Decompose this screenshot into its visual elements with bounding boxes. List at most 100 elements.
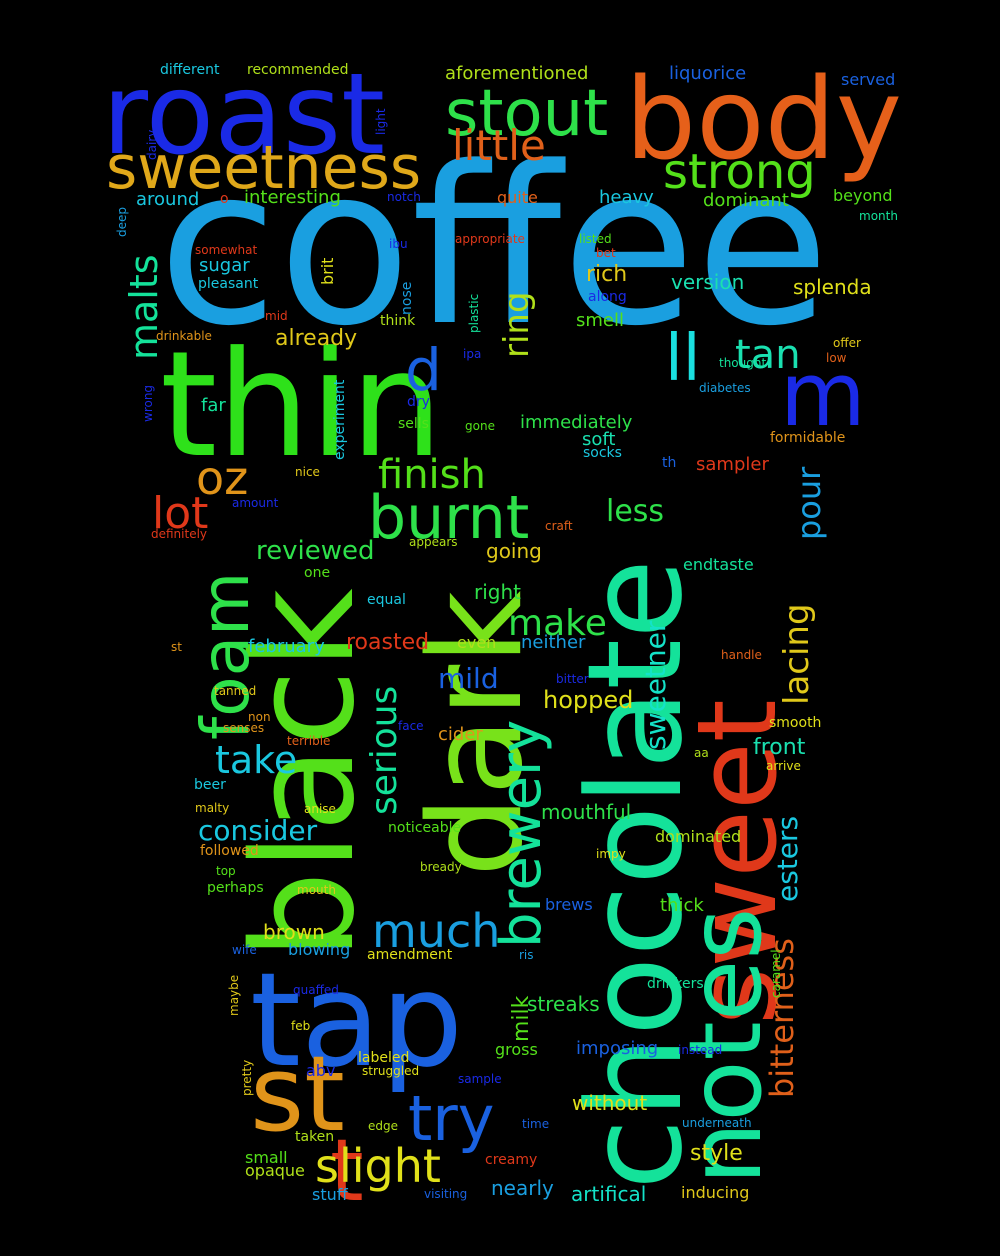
word-experiment: experiment: [332, 379, 348, 460]
word-edge: edge: [368, 1119, 398, 1133]
word-coffee: coffee: [158, 121, 830, 374]
word-style: style: [690, 1141, 743, 1166]
word-esters: esters: [771, 816, 804, 902]
word-visiting: visiting: [424, 1187, 467, 1201]
word-m: m: [780, 343, 866, 446]
word-one: one: [304, 565, 330, 581]
word-far: far: [201, 395, 226, 416]
word-noticeable: noticeable: [388, 820, 461, 836]
word-mouth: mouth: [297, 883, 336, 897]
word-gone: gone: [465, 419, 495, 433]
word-ris: ris: [519, 948, 534, 962]
word-stuff: stuff: [312, 1185, 349, 1204]
word-quaffed: quaffed: [293, 983, 339, 997]
word-make: make: [508, 603, 607, 644]
word-pleasant: pleasant: [198, 276, 259, 292]
word-quite: quite: [497, 188, 538, 207]
word-slight: slight: [315, 1139, 441, 1193]
word-immediately: immediately: [520, 412, 633, 433]
word-small: small: [245, 1148, 288, 1167]
word-cider: cider: [438, 724, 483, 745]
word-along: along: [588, 289, 627, 305]
word-strong: strong: [663, 144, 816, 200]
word-ring: ring: [497, 291, 537, 358]
word-drinkable: drinkable: [156, 329, 212, 343]
word-oz: oz: [196, 451, 248, 505]
word-smooth: smooth: [769, 715, 821, 731]
word-somewhat: somewhat: [195, 243, 257, 257]
word-bitterness: bitterness: [763, 938, 801, 1098]
word-much: much: [372, 904, 500, 958]
word-abv: abv: [306, 1061, 335, 1080]
word-ipa: ipa: [463, 347, 481, 361]
word-heavy: heavy: [599, 187, 654, 208]
word-bitter: bitter: [556, 672, 589, 686]
word-inducing: inducing: [681, 1183, 749, 1202]
word-month: month: [859, 209, 898, 223]
word-artifical: artifical: [571, 1182, 646, 1206]
word-struggled: struggled: [362, 1064, 419, 1078]
word-finish: finish: [378, 452, 486, 498]
word-labeled: labeled: [358, 1050, 409, 1066]
word-ll: ll: [665, 322, 701, 396]
word-hopped: hopped: [543, 686, 633, 714]
word-soft: soft: [582, 429, 615, 450]
word-maybe: maybe: [227, 975, 241, 1016]
word-smell: smell: [576, 310, 624, 331]
word-amendment: amendment: [367, 947, 453, 963]
word-neither: neither: [521, 632, 586, 653]
word-imposing: imposing: [576, 1038, 658, 1059]
word-stout: stout: [445, 77, 608, 151]
word-sells: sells: [398, 416, 429, 432]
word-february: february: [248, 636, 325, 657]
word-rich: rich: [586, 262, 627, 287]
word-drinkers: drinkers: [647, 976, 704, 992]
word-o: o: [220, 191, 229, 207]
word-gross: gross: [495, 1040, 538, 1059]
word-th: th: [662, 455, 676, 471]
word-amount: amount: [232, 496, 279, 510]
word-senses: senses: [223, 721, 264, 735]
word-taken: taken: [295, 1129, 334, 1145]
word-roast: roast: [102, 50, 385, 180]
word-lot: lot: [152, 488, 208, 539]
word-dry: dry: [407, 394, 430, 410]
word-anise: anise: [304, 802, 336, 816]
word-endtaste: endtaste: [683, 555, 754, 574]
word-little: little: [452, 121, 546, 170]
word-mouthful: mouthful: [541, 800, 631, 824]
word-malty: malty: [195, 801, 229, 815]
word-top: top: [216, 864, 236, 878]
word-craft: craft: [545, 519, 573, 533]
word-wrong: wrong: [141, 385, 155, 422]
word-bready: bready: [420, 860, 462, 874]
word-recommended: recommended: [247, 62, 348, 78]
word-notch: notch: [387, 190, 421, 204]
word-handle: handle: [721, 648, 762, 662]
word-formidable: formidable: [770, 430, 845, 446]
word-plastic: plastic: [467, 294, 481, 333]
word-beyond: beyond: [833, 186, 893, 205]
word-dark: dark: [402, 591, 551, 877]
word-malts: malts: [122, 254, 166, 360]
word-pour: pour: [790, 466, 828, 540]
word-mid: mid: [265, 309, 288, 323]
word-ibu: ibu: [389, 237, 408, 251]
word-take: take: [215, 738, 297, 782]
word-body: body: [625, 55, 902, 185]
word-sampler: sampler: [696, 454, 769, 475]
word-roasted: roasted: [346, 630, 429, 655]
word-wife: wife: [232, 943, 257, 957]
word-low: low: [826, 351, 847, 365]
word-nose: nose: [399, 282, 415, 315]
word-sweetness: sweetness: [106, 133, 421, 203]
word-equal: equal: [367, 592, 406, 608]
word-nice: nice: [295, 465, 320, 479]
word-black: black: [223, 588, 386, 960]
word-followed: followed: [200, 843, 259, 859]
word-brewery: brewery: [489, 720, 554, 948]
word-impy: impy: [596, 847, 626, 861]
word-diabetes: diabetes: [699, 381, 751, 395]
word-st: st: [171, 640, 182, 654]
word-try: try: [408, 1082, 495, 1155]
